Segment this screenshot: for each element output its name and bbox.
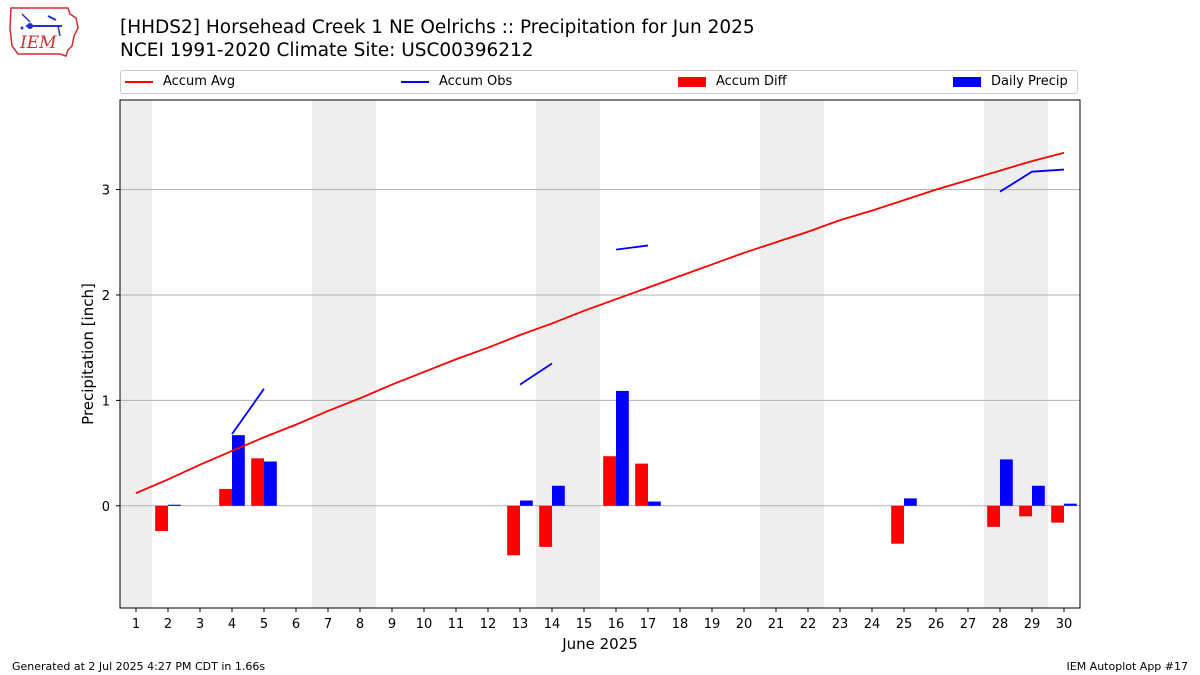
x-tick-label: 16 [608, 617, 625, 632]
x-tick-label: 13 [512, 617, 529, 632]
x-tick-label: 14 [544, 617, 561, 632]
x-tick-label: 9 [388, 617, 396, 632]
x-tick-label: 28 [992, 617, 1009, 632]
x-tick-label: 7 [324, 617, 332, 632]
daily-precip-bar [904, 498, 917, 506]
x-tick-label: 30 [1056, 617, 1073, 632]
daily-precip-bar [1000, 459, 1013, 506]
x-tick-label: 18 [672, 617, 689, 632]
y-tick-label: 1 [102, 394, 110, 409]
x-tick-label: 23 [832, 617, 849, 632]
legend-swatch-accum-diff [678, 76, 706, 87]
daily-precip-bar [168, 504, 181, 506]
y-tick-label: 2 [102, 289, 110, 304]
accum-diff-bar [219, 488, 232, 506]
legend-item-accum-obs: Accum Obs [401, 74, 512, 89]
weekend-band [1016, 100, 1048, 608]
x-tick-label: 17 [640, 617, 657, 632]
x-tick-label: 20 [736, 617, 753, 632]
accum-diff-bar [155, 505, 168, 532]
x-tick-label: 8 [356, 617, 364, 632]
x-tick-label: 15 [576, 617, 593, 632]
x-tick-label: 11 [448, 617, 465, 632]
accum-diff-bar [635, 463, 648, 506]
daily-precip-bar [520, 500, 533, 506]
legend-swatch-accum-obs [401, 80, 429, 83]
x-tick-label: 29 [1024, 617, 1041, 632]
logo-text: IEM [20, 33, 57, 53]
x-tick-label: 1 [132, 617, 140, 632]
weekend-band [568, 100, 600, 608]
daily-precip-bar [264, 461, 277, 506]
weekend-band [760, 100, 792, 608]
accum-diff-bar [539, 505, 552, 547]
accum-obs-line [615, 244, 649, 251]
weekend-band [120, 100, 152, 608]
weekend-band [792, 100, 824, 608]
x-tick-label: 27 [960, 617, 977, 632]
daily-precip-bar [1032, 485, 1045, 506]
daily-precip-bar [552, 485, 565, 506]
x-tick-label: 4 [228, 617, 236, 632]
x-tick-label: 25 [896, 617, 913, 632]
daily-precip-bar [616, 390, 629, 506]
accum-diff-bar [1019, 505, 1032, 517]
accum-diff-bar [987, 505, 1000, 527]
iem-logo: IEM [8, 6, 82, 60]
daily-precip-bar [1064, 503, 1077, 506]
accum-avg-line [135, 151, 1065, 494]
footer-generated: Generated at 2 Jul 2025 4:27 PM CDT in 1… [12, 660, 266, 673]
weekend-band [984, 100, 1016, 608]
footer-app: IEM Autoplot App #17 [1066, 660, 1189, 673]
x-tick-label: 10 [416, 617, 433, 632]
x-tick-label: 3 [196, 617, 204, 632]
accum-obs-line [231, 388, 265, 435]
x-axis-label: June 2025 [561, 635, 638, 653]
chart-subtitle: NCEI 1991-2020 Climate Site: USC00396212 [120, 40, 534, 61]
chart-title: [HHDS2] Horsehead Creek 1 NE Oelrichs ::… [120, 17, 755, 38]
legend-item-daily-precip: Daily Precip [953, 74, 1068, 89]
x-tick-label: 21 [768, 617, 785, 632]
legend-label-accum-obs: Accum Obs [439, 74, 513, 89]
y-tick-label: 3 [102, 184, 110, 199]
legend-label-accum-diff: Accum Diff [716, 74, 787, 89]
accum-obs-line [519, 362, 553, 386]
x-tick-label: 24 [864, 617, 881, 632]
legend-label-accum-avg: Accum Avg [163, 74, 236, 89]
chart-legend: Accum Avg Accum Obs Accum Diff Daily Pre… [120, 70, 1078, 94]
y-axis-label: Precipitation [inch] [79, 283, 97, 425]
accum-obs-line [999, 168, 1065, 193]
accum-diff-bar [603, 456, 616, 506]
x-tick-label: 12 [480, 617, 497, 632]
daily-precip-bar [232, 435, 245, 506]
x-tick-label: 22 [800, 617, 817, 632]
legend-item-accum-avg: Accum Avg [125, 74, 235, 89]
legend-swatch-accum-avg [125, 80, 153, 83]
x-tick-label: 26 [928, 617, 945, 632]
weekend-band [344, 100, 376, 608]
daily-precip-bar [648, 501, 661, 506]
accum-diff-bar [1051, 505, 1064, 523]
legend-item-accum-diff: Accum Diff [678, 74, 787, 89]
accum-diff-bar [507, 505, 520, 556]
x-tick-label: 6 [292, 617, 300, 632]
y-tick-label: 0 [102, 500, 110, 515]
plot-frame [119, 99, 1081, 609]
legend-swatch-daily-precip [953, 76, 981, 87]
x-tick-label: 19 [704, 617, 721, 632]
accum-diff-bar [251, 458, 264, 506]
x-tick-label: 2 [164, 617, 172, 632]
legend-label-daily-precip: Daily Precip [991, 74, 1068, 89]
x-tick-label: 5 [260, 617, 268, 632]
weekend-band [312, 100, 344, 608]
accum-diff-bar [891, 505, 904, 544]
